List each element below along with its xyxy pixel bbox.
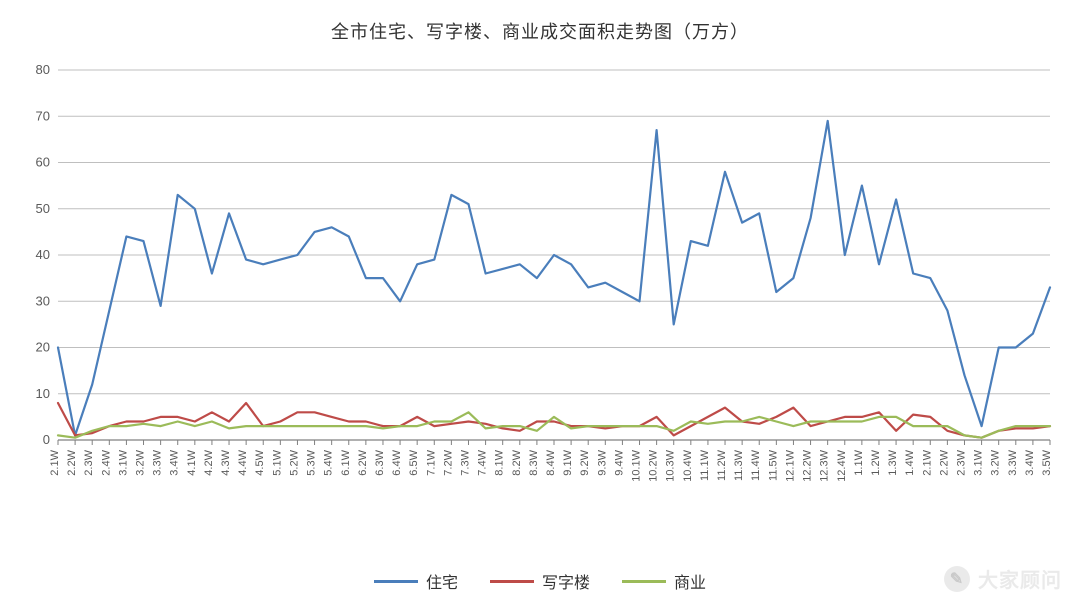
svg-text:8.3W: 8.3W <box>528 449 540 475</box>
svg-text:12.1W: 12.1W <box>784 449 796 481</box>
svg-text:3.1W: 3.1W <box>117 449 129 475</box>
svg-text:3.4W: 3.4W <box>169 449 181 475</box>
watermark: ✎ 大家顾问 <box>944 564 1062 593</box>
svg-text:1.1W: 1.1W <box>853 449 865 475</box>
svg-text:7.4W: 7.4W <box>477 449 489 475</box>
legend-swatch <box>622 580 666 583</box>
svg-text:12.3W: 12.3W <box>819 449 831 481</box>
svg-text:10: 10 <box>36 386 50 401</box>
chart-title: 全市住宅、写字楼、商业成交面积走势图（万方） <box>0 18 1080 44</box>
watermark-text: 大家顾问 <box>978 564 1062 593</box>
legend: 住宅 写字楼 商业 <box>0 569 1080 593</box>
svg-text:11.3W: 11.3W <box>733 449 745 481</box>
svg-text:3.2W: 3.2W <box>135 449 147 475</box>
svg-text:4.3W: 4.3W <box>220 449 232 475</box>
svg-text:8.2W: 8.2W <box>511 449 523 475</box>
svg-text:6.3W: 6.3W <box>374 449 386 475</box>
legend-item: 商业 <box>622 569 706 593</box>
watermark-icon: ✎ <box>944 566 970 592</box>
svg-text:1.2W: 1.2W <box>870 449 882 475</box>
svg-text:12.2W: 12.2W <box>802 449 814 481</box>
svg-text:4.4W: 4.4W <box>237 449 249 475</box>
legend-label: 商业 <box>674 569 706 593</box>
legend-swatch <box>374 580 418 583</box>
svg-text:5.4W: 5.4W <box>323 449 335 475</box>
chart-container: 全市住宅、写字楼、商业成交面积走势图（万方） 0 10 20 30 40 50 60 70 80… <box>0 0 1080 611</box>
legend-item: 住宅 <box>374 569 458 593</box>
svg-text:8.4W: 8.4W <box>545 449 557 475</box>
svg-text:9.1W: 9.1W <box>562 449 574 475</box>
svg-text:11.1W: 11.1W <box>699 449 711 481</box>
svg-text:3.2W: 3.2W <box>990 449 1002 475</box>
svg-text:3.3W: 3.3W <box>152 449 164 475</box>
svg-text:11.5W: 11.5W <box>767 449 779 481</box>
svg-text:10.4W: 10.4W <box>682 449 694 481</box>
svg-text:7.1W: 7.1W <box>425 449 437 475</box>
svg-text:20: 20 <box>36 340 50 355</box>
svg-text:9.4W: 9.4W <box>613 449 625 475</box>
svg-text:12.4W: 12.4W <box>836 449 848 481</box>
line-chart: 0 10 20 30 40 50 60 70 80 2.1W 2.2W 2.3W 2.4W 3.1W 3.2… <box>0 60 1080 530</box>
svg-text:40: 40 <box>36 247 50 262</box>
svg-text:4.2W: 4.2W <box>203 449 215 475</box>
svg-text:3.3W: 3.3W <box>1007 449 1019 475</box>
svg-text:3.4W: 3.4W <box>1024 449 1036 475</box>
svg-text:2.3W: 2.3W <box>83 449 95 475</box>
svg-text:9.3W: 9.3W <box>596 449 608 475</box>
legend-item: 写字楼 <box>490 569 590 593</box>
svg-text:1.3W: 1.3W <box>887 449 899 475</box>
series-line <box>58 121 1050 436</box>
svg-text:10.3W: 10.3W <box>665 449 677 481</box>
svg-text:2.2W: 2.2W <box>938 449 950 475</box>
svg-text:60: 60 <box>36 155 50 170</box>
legend-label: 住宅 <box>426 569 458 593</box>
svg-text:11.4W: 11.4W <box>750 449 762 481</box>
svg-text:70: 70 <box>36 108 50 123</box>
svg-text:80: 80 <box>36 62 50 77</box>
svg-text:5.1W: 5.1W <box>271 449 283 475</box>
svg-text:50: 50 <box>36 201 50 216</box>
svg-text:1.4W: 1.4W <box>904 449 916 475</box>
svg-text:3.5W: 3.5W <box>1041 449 1053 475</box>
svg-text:2.3W: 2.3W <box>955 449 967 475</box>
svg-text:2.4W: 2.4W <box>100 449 112 475</box>
svg-text:4.1W: 4.1W <box>186 449 198 475</box>
svg-text:6.5W: 6.5W <box>408 449 420 475</box>
svg-text:30: 30 <box>36 293 50 308</box>
svg-text:5.3W: 5.3W <box>306 449 318 475</box>
svg-text:7.2W: 7.2W <box>442 449 454 475</box>
svg-text:5.2W: 5.2W <box>288 449 300 475</box>
svg-text:2.2W: 2.2W <box>66 449 78 475</box>
svg-text:6.1W: 6.1W <box>340 449 352 475</box>
svg-text:10.1W: 10.1W <box>631 449 643 481</box>
legend-swatch <box>490 580 534 583</box>
svg-text:2.1W: 2.1W <box>921 449 933 475</box>
svg-text:3.1W: 3.1W <box>973 449 985 475</box>
svg-text:8.1W: 8.1W <box>494 449 506 475</box>
legend-label: 写字楼 <box>542 569 590 593</box>
svg-text:6.4W: 6.4W <box>391 449 403 475</box>
svg-text:11.2W: 11.2W <box>716 449 728 481</box>
svg-text:6.2W: 6.2W <box>357 449 369 475</box>
svg-text:4.5W: 4.5W <box>254 449 266 475</box>
svg-text:10.2W: 10.2W <box>648 449 660 481</box>
svg-text:2.1W: 2.1W <box>49 449 61 475</box>
svg-text:7.3W: 7.3W <box>459 449 471 475</box>
svg-text:0: 0 <box>43 432 50 447</box>
svg-text:9.2W: 9.2W <box>579 449 591 475</box>
